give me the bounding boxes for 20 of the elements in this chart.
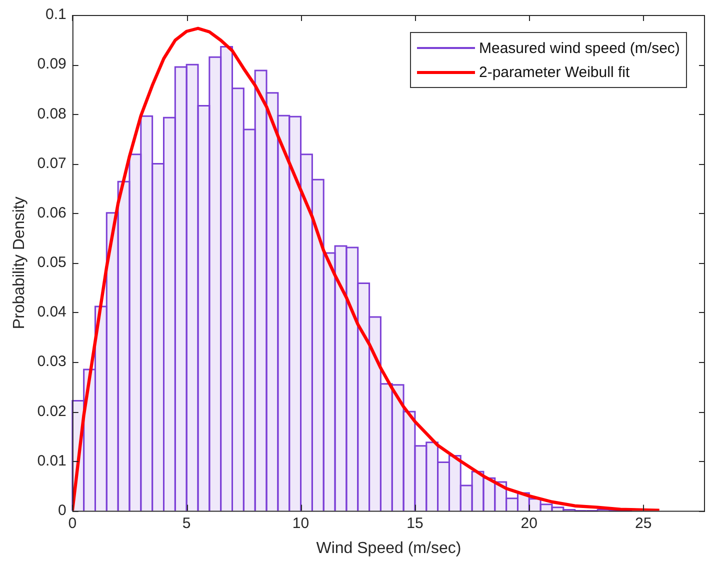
y-tick-label: 0.1: [46, 6, 66, 24]
x-tick-label: 10: [292, 514, 310, 532]
y-tick-label: 0.03: [37, 353, 66, 370]
y-tick-label: 0.06: [37, 204, 66, 222]
legend-label: Measured wind speed (m/sec): [479, 40, 680, 56]
legend-label: 2-parameter Weibull fit: [479, 64, 630, 80]
y-tick-label: 0.02: [37, 402, 66, 420]
y-tick-label: 0: [58, 502, 66, 519]
y-tick-label: 0.07: [37, 154, 66, 172]
y-tick-label: 0.04: [37, 304, 66, 321]
y-tick-label: 0.01: [37, 452, 66, 470]
y-axis-title: Probability Density: [11, 196, 28, 330]
x-tick-label: 15: [406, 514, 424, 532]
x-tick-label: 20: [520, 514, 538, 532]
x-tick-label: 25: [634, 514, 652, 532]
y-tick-label: 0.09: [37, 56, 66, 73]
x-axis-title: Wind Speed (m/sec): [316, 540, 462, 557]
x-tick-label: 5: [182, 514, 191, 532]
y-tick-label: 0.08: [37, 105, 66, 122]
y-tick-label: 0.05: [37, 254, 66, 272]
